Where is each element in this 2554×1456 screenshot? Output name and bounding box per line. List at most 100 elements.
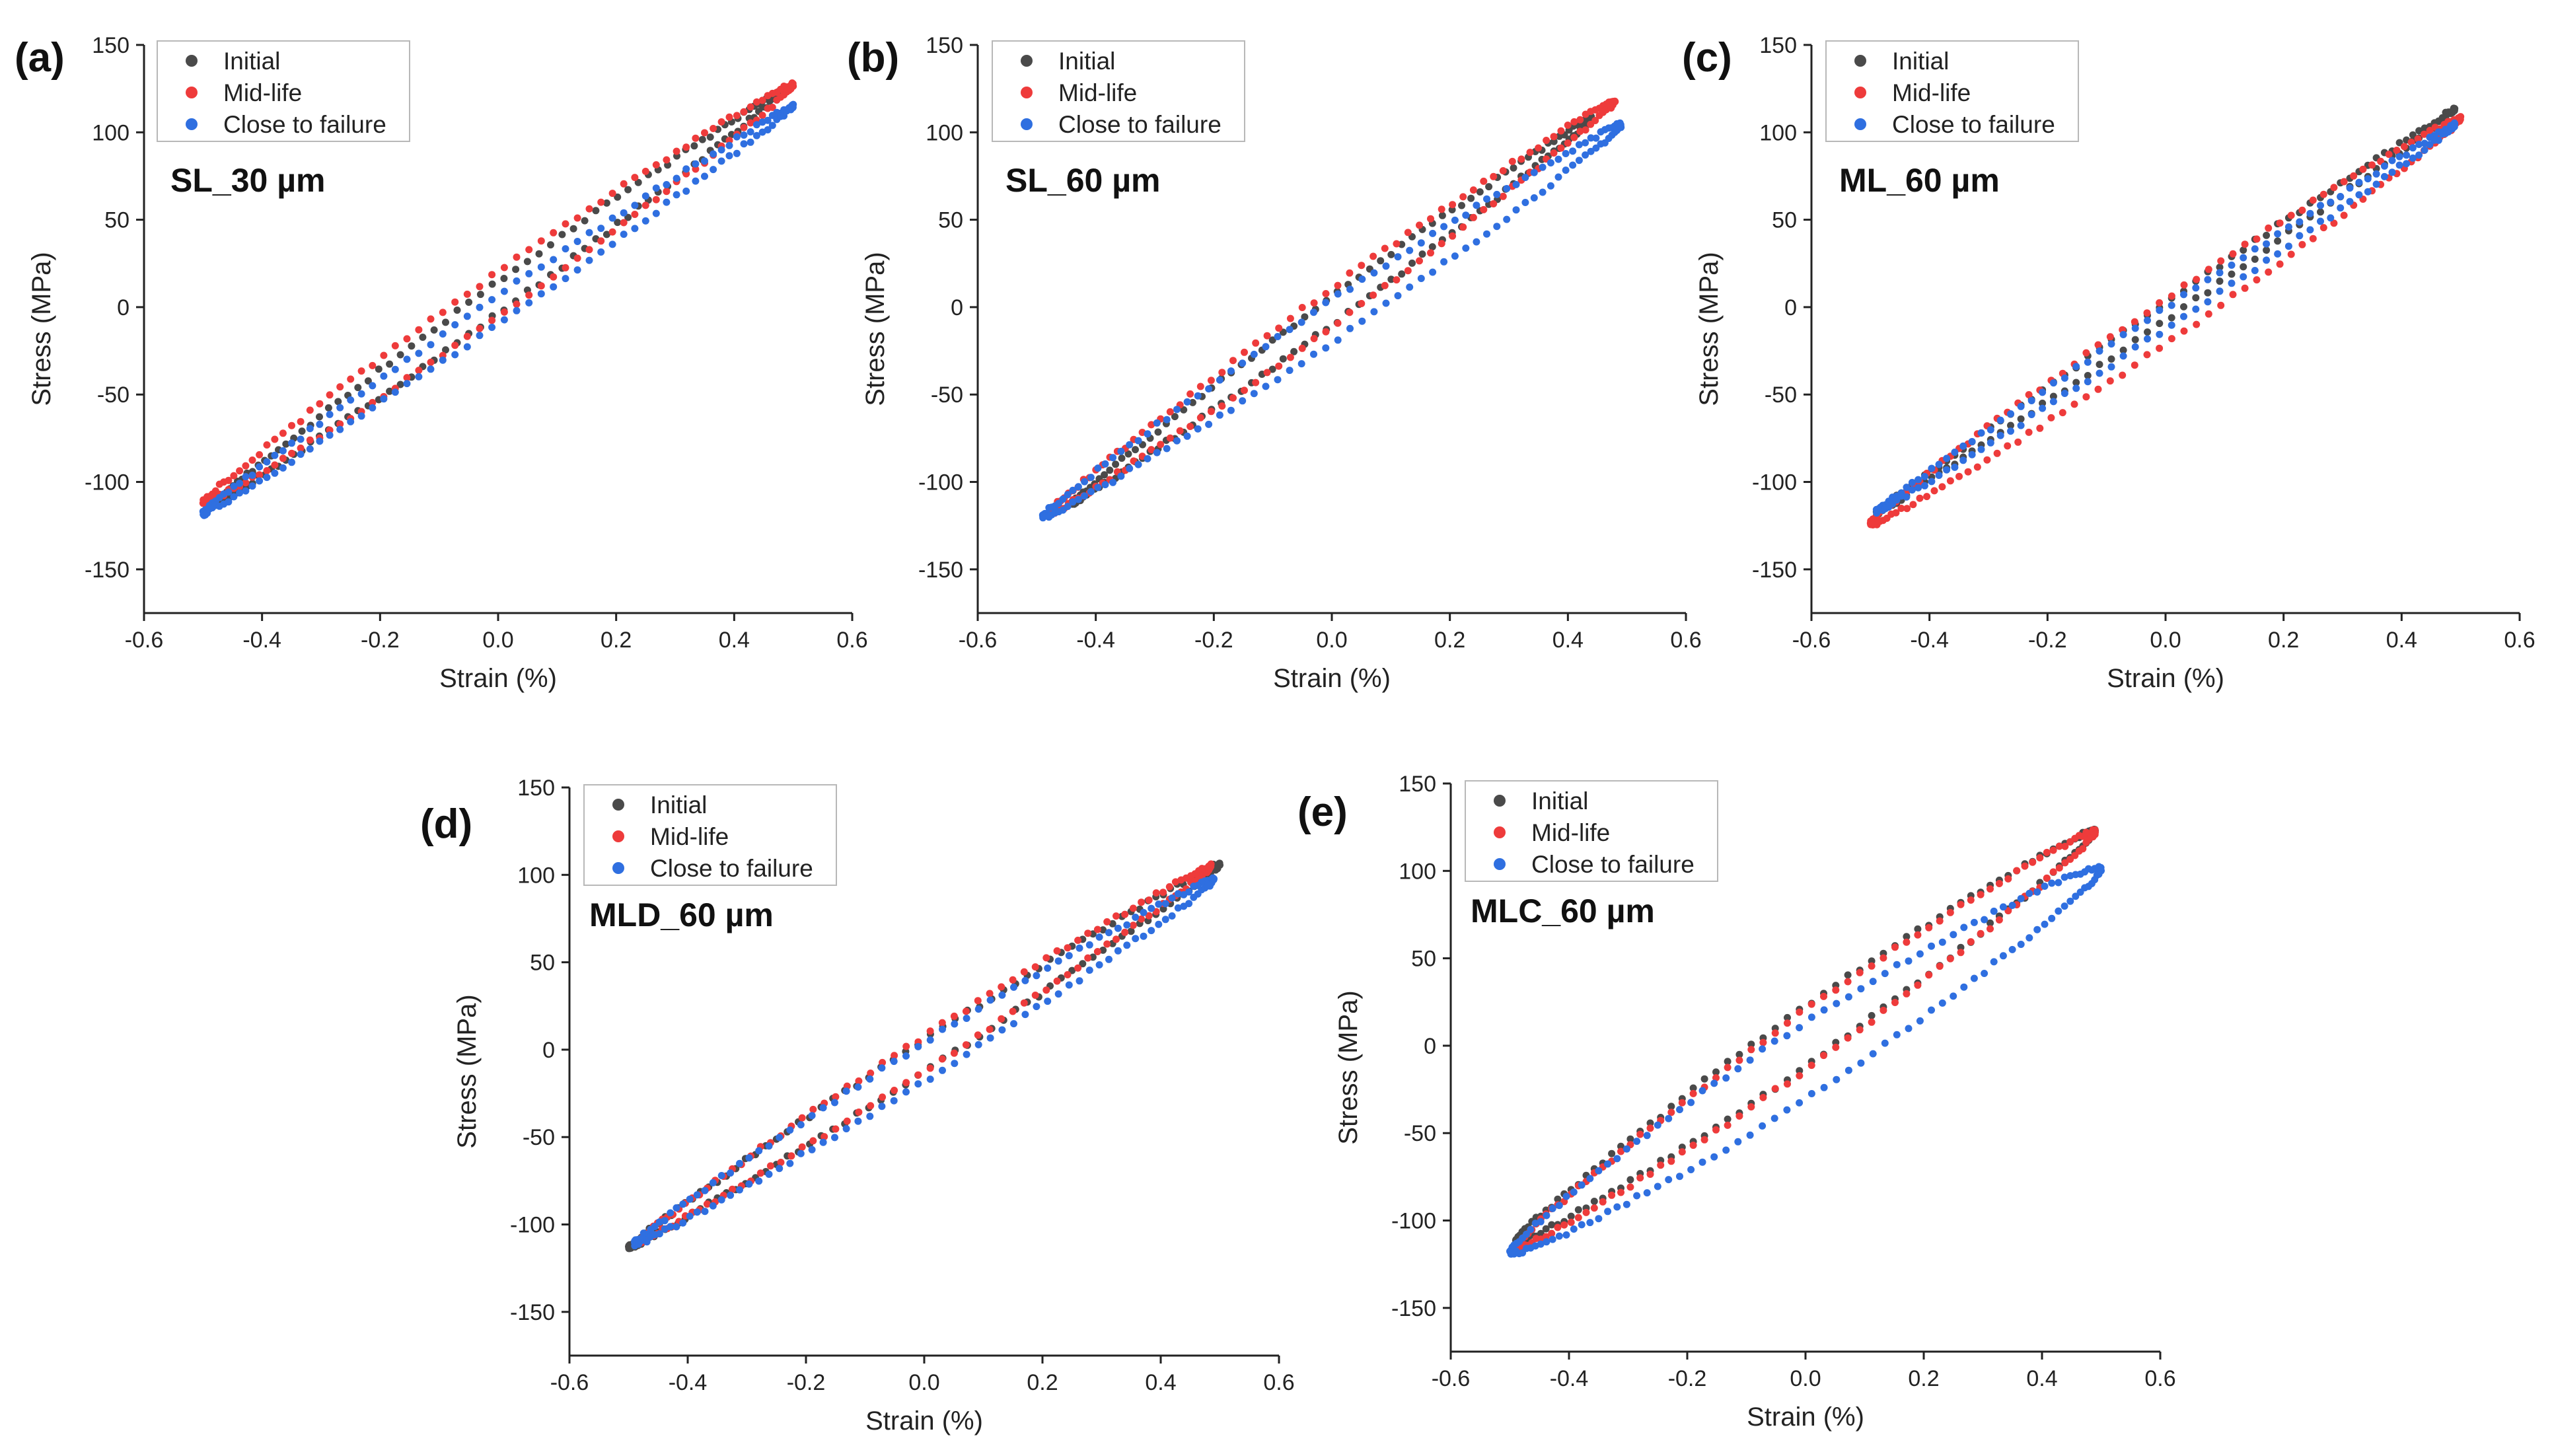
data-point bbox=[1370, 308, 1378, 316]
data-point bbox=[2306, 209, 2314, 217]
data-point bbox=[1993, 449, 2001, 457]
data-point bbox=[2094, 385, 2102, 393]
data-point bbox=[998, 1015, 1005, 1023]
x-tick-label: -0.2 bbox=[1194, 628, 1233, 653]
data-point bbox=[1033, 1003, 1040, 1011]
data-point bbox=[415, 326, 423, 334]
data-point bbox=[1132, 914, 1140, 921]
x-tick-label: 0.4 bbox=[2026, 1366, 2057, 1391]
data-point bbox=[1578, 1181, 1586, 1189]
data-point bbox=[334, 398, 342, 406]
x-tick-label: 0.2 bbox=[1908, 1366, 1939, 1391]
data-point bbox=[986, 996, 994, 1004]
data-point bbox=[2017, 941, 2025, 948]
data-point bbox=[1587, 134, 1595, 142]
data-point bbox=[808, 1146, 816, 1153]
data-point bbox=[736, 1159, 743, 1167]
data-point bbox=[1724, 1064, 1732, 1072]
data-point bbox=[1165, 883, 1173, 891]
data-point bbox=[1467, 194, 1475, 202]
data-point bbox=[1970, 918, 1978, 926]
x-tick-label: -0.4 bbox=[669, 1370, 708, 1395]
data-point bbox=[679, 1200, 687, 1208]
data-point bbox=[2079, 845, 2087, 853]
data-point bbox=[1722, 1074, 1730, 1082]
data-point bbox=[717, 146, 725, 154]
data-point bbox=[336, 404, 344, 412]
data-point bbox=[1527, 1225, 1535, 1233]
data-point bbox=[1833, 1000, 1841, 1007]
data-point bbox=[1599, 1198, 1607, 1206]
data-point bbox=[1724, 1121, 1732, 1129]
data-point bbox=[1914, 925, 1922, 933]
x-axis-title: Strain (%) bbox=[865, 1406, 983, 1436]
data-point bbox=[2055, 842, 2063, 850]
data-point bbox=[789, 104, 797, 112]
data-point bbox=[747, 103, 754, 111]
data-point bbox=[2033, 888, 2041, 896]
data-point bbox=[2131, 361, 2138, 369]
data-point bbox=[1592, 144, 1600, 152]
data-point bbox=[1417, 239, 1425, 247]
data-point bbox=[1549, 1204, 1556, 1212]
data-point bbox=[2059, 409, 2066, 417]
data-point bbox=[316, 437, 324, 445]
data-point bbox=[1448, 206, 1456, 213]
data-point bbox=[1784, 1019, 1791, 1027]
data-point bbox=[1576, 116, 1584, 124]
data-point bbox=[2205, 266, 2212, 273]
data-point bbox=[1569, 161, 1577, 169]
data-point bbox=[427, 315, 435, 323]
data-point bbox=[1548, 1221, 1556, 1229]
data-point bbox=[809, 1105, 817, 1113]
data-point bbox=[1239, 397, 1247, 405]
data-point bbox=[1771, 1085, 1779, 1093]
data-point bbox=[1469, 213, 1477, 221]
data-point bbox=[926, 1075, 934, 1083]
data-point bbox=[1903, 505, 1911, 513]
data-point bbox=[1065, 952, 1073, 960]
data-point bbox=[2096, 361, 2103, 369]
data-point bbox=[842, 1125, 850, 1133]
data-point bbox=[439, 309, 447, 316]
data-point bbox=[843, 1117, 851, 1125]
data-point bbox=[733, 149, 741, 157]
data-point bbox=[1358, 262, 1366, 270]
data-point bbox=[602, 231, 610, 238]
data-point bbox=[585, 246, 593, 254]
data-point bbox=[230, 493, 238, 501]
data-point bbox=[1987, 439, 1994, 447]
data-point bbox=[2426, 127, 2434, 134]
y-tick-label: 50 bbox=[938, 208, 963, 233]
data-point bbox=[2021, 862, 2029, 870]
data-point bbox=[1394, 292, 1402, 300]
x-axis-title: Strain (%) bbox=[1273, 664, 1391, 693]
data-point bbox=[476, 283, 484, 291]
data-point bbox=[2131, 324, 2139, 332]
x-tick-label: -0.6 bbox=[125, 628, 164, 653]
data-point bbox=[1275, 324, 1283, 332]
data-point bbox=[347, 418, 355, 425]
data-point bbox=[764, 126, 772, 133]
data-point bbox=[1428, 243, 1436, 251]
data-point bbox=[673, 1223, 680, 1231]
data-point bbox=[1617, 1142, 1624, 1150]
data-point bbox=[1977, 891, 1985, 898]
data-point bbox=[1438, 211, 1446, 219]
data-point bbox=[1117, 447, 1125, 455]
data-point bbox=[1759, 1045, 1767, 1053]
data-point bbox=[336, 383, 344, 391]
data-point bbox=[1909, 501, 1917, 509]
legend-marker bbox=[612, 799, 624, 811]
data-point bbox=[1770, 1037, 1778, 1045]
data-point bbox=[2228, 279, 2236, 287]
data-point bbox=[891, 1087, 898, 1094]
data-point bbox=[1129, 922, 1137, 929]
data-point bbox=[279, 464, 287, 472]
data-point bbox=[776, 1165, 784, 1173]
data-point bbox=[725, 141, 733, 149]
legend-marker bbox=[1021, 87, 1033, 98]
data-point bbox=[1297, 318, 1305, 326]
data-point bbox=[1093, 926, 1101, 933]
data-point bbox=[733, 133, 741, 141]
